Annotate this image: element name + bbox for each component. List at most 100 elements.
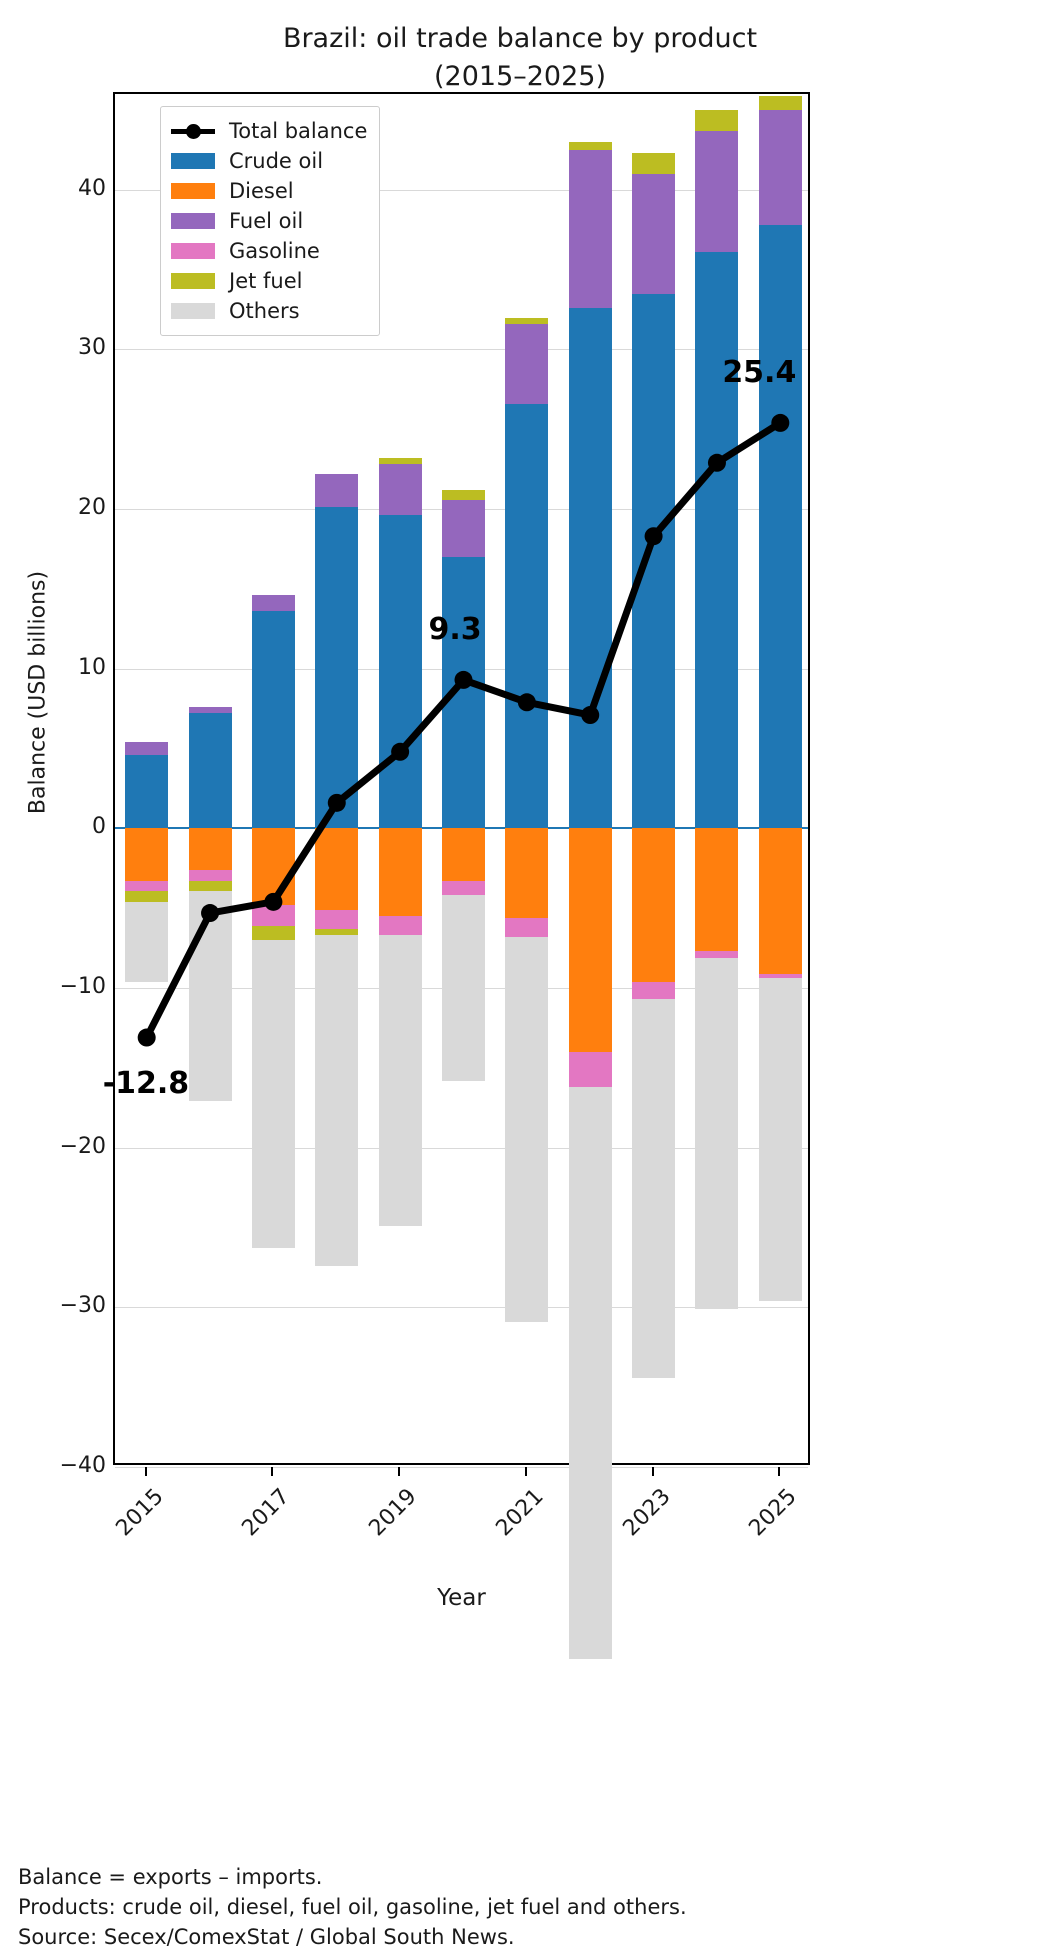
bar-group[interactable] (188, 94, 232, 1463)
y-tick-label: −40 (59, 1453, 106, 1478)
bar-group[interactable] (568, 94, 612, 1659)
bar-segment-fuel-oil[interactable] (758, 109, 802, 225)
bar-segment-gasoline[interactable] (568, 1051, 612, 1088)
bar-group[interactable] (758, 94, 802, 1463)
bar-segment-crude-oil[interactable] (758, 224, 802, 829)
bar-segment-jet-fuel[interactable] (315, 928, 359, 936)
bar-group[interactable] (505, 94, 549, 1463)
bar-segment-gasoline[interactable] (315, 909, 359, 929)
bar-segment-diesel[interactable] (315, 828, 359, 910)
total-balance-marker[interactable] (454, 670, 473, 689)
bar-group[interactable] (632, 94, 676, 1463)
chart-footer-note: Balance = exports – imports. Products: c… (18, 1865, 687, 1949)
total-balance-marker[interactable] (391, 742, 410, 761)
bar-segment-crude-oil[interactable] (568, 307, 612, 829)
bar-segment-diesel[interactable] (188, 828, 232, 870)
legend-item-jet-fuel[interactable]: Jet fuel (171, 266, 367, 296)
total-balance-marker[interactable] (581, 706, 600, 725)
bar-segment-jet-fuel[interactable] (695, 109, 739, 131)
bar-segment-jet-fuel[interactable] (441, 489, 486, 500)
bar-segment-diesel[interactable] (632, 828, 676, 982)
bar-segment-diesel[interactable] (441, 828, 486, 882)
total-balance-marker[interactable] (517, 693, 536, 712)
bar-group[interactable] (125, 94, 169, 1463)
bar-group[interactable] (378, 94, 422, 1463)
bar-segment-crude-oil[interactable] (632, 293, 676, 829)
bar-segment-others[interactable] (251, 940, 295, 1249)
bar-segment-fuel-oil[interactable] (251, 595, 295, 612)
bar-segment-fuel-oil[interactable] (505, 323, 549, 404)
bar-segment-fuel-oil[interactable] (695, 130, 739, 253)
bar-segment-diesel[interactable] (125, 828, 169, 882)
bar-segment-gasoline[interactable] (441, 881, 486, 896)
bar-segment-others[interactable] (315, 935, 359, 1266)
bar-segment-fuel-oil[interactable] (568, 149, 612, 308)
total-balance-marker[interactable] (201, 904, 220, 923)
bar-segment-gasoline[interactable] (125, 881, 169, 891)
bar-group[interactable] (251, 94, 295, 1463)
bar-group[interactable] (441, 94, 486, 1463)
bar-segment-gasoline[interactable] (695, 951, 739, 958)
legend-color-swatch (171, 303, 215, 319)
bar-segment-jet-fuel[interactable] (505, 317, 549, 324)
bar-segment-gasoline[interactable] (378, 916, 422, 936)
bar-segment-others[interactable] (758, 978, 802, 1301)
bar-segment-gasoline[interactable] (188, 869, 232, 882)
legend-item-label: Diesel (229, 178, 294, 203)
total-balance-marker[interactable] (264, 892, 283, 911)
legend-item-others[interactable]: Others (171, 296, 367, 326)
bar-segment-diesel[interactable] (505, 828, 549, 918)
bar-segment-fuel-oil[interactable] (378, 464, 422, 516)
total-balance-marker[interactable] (327, 793, 346, 812)
total-balance-marker[interactable] (644, 527, 663, 546)
gridline (115, 1307, 808, 1309)
bar-segment-jet-fuel[interactable] (251, 925, 295, 941)
total-balance-marker[interactable] (137, 1028, 156, 1047)
legend-item-total-balance[interactable]: Total balance (171, 116, 367, 146)
bar-segment-others[interactable] (188, 890, 232, 1102)
legend-item-diesel[interactable]: Diesel (171, 176, 367, 206)
bar-segment-jet-fuel[interactable] (758, 95, 802, 110)
bar-segment-jet-fuel[interactable] (188, 881, 232, 891)
bar-segment-fuel-oil[interactable] (188, 707, 232, 714)
bar-segment-crude-oil[interactable] (188, 713, 232, 829)
bar-segment-crude-oil[interactable] (695, 252, 739, 829)
bar-segment-crude-oil[interactable] (125, 754, 169, 829)
bar-segment-diesel[interactable] (695, 828, 739, 952)
bar-segment-others[interactable] (568, 1087, 612, 1659)
bar-segment-diesel[interactable] (251, 828, 295, 906)
bar-segment-jet-fuel[interactable] (125, 890, 169, 902)
legend-item-crude-oil[interactable]: Crude oil (171, 146, 367, 176)
bar-segment-crude-oil[interactable] (315, 507, 359, 829)
total-balance-marker[interactable] (707, 453, 726, 472)
bar-group[interactable] (695, 94, 739, 1463)
bar-segment-gasoline[interactable] (251, 905, 295, 926)
legend-item-fuel-oil[interactable]: Fuel oil (171, 206, 367, 236)
bar-segment-gasoline[interactable] (758, 973, 802, 979)
bar-segment-diesel[interactable] (758, 828, 802, 974)
legend-item-gasoline[interactable]: Gasoline (171, 236, 367, 266)
bar-segment-fuel-oil[interactable] (315, 473, 359, 508)
y-tick-label: −30 (59, 1293, 106, 1319)
bar-segment-others[interactable] (695, 957, 739, 1309)
bar-segment-fuel-oil[interactable] (441, 499, 486, 557)
bar-segment-gasoline[interactable] (632, 981, 676, 1000)
bar-segment-others[interactable] (378, 935, 422, 1226)
bar-segment-diesel[interactable] (378, 828, 422, 917)
bar-segment-others[interactable] (632, 999, 676, 1378)
total-balance-marker[interactable] (771, 413, 790, 432)
bar-segment-others[interactable] (505, 936, 549, 1322)
bar-segment-jet-fuel[interactable] (632, 153, 676, 174)
bar-segment-crude-oil[interactable] (378, 515, 422, 829)
bar-segment-others[interactable] (125, 901, 169, 982)
bar-group[interactable] (315, 94, 359, 1463)
bar-segment-gasoline[interactable] (505, 917, 549, 937)
bar-segment-crude-oil[interactable] (505, 403, 549, 829)
bar-segment-fuel-oil[interactable] (632, 173, 676, 294)
bar-segment-fuel-oil[interactable] (125, 742, 169, 755)
bar-segment-crude-oil[interactable] (251, 611, 295, 829)
bar-segment-others[interactable] (441, 895, 486, 1081)
bar-segment-jet-fuel[interactable] (378, 458, 422, 465)
bar-segment-diesel[interactable] (568, 828, 612, 1052)
bar-segment-jet-fuel[interactable] (568, 141, 612, 150)
